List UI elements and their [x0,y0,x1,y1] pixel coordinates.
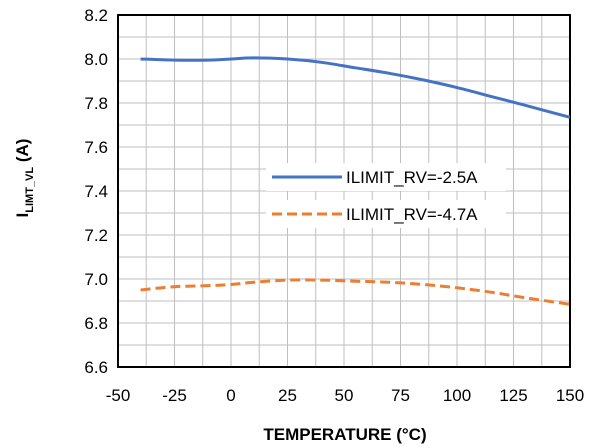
plot-frame [117,14,571,368]
y-tick-label: 6.8 [84,314,108,333]
x-tick-label: 75 [391,386,410,405]
x-axis-ticks: -50 -25 0 25 50 75 100 125 150 [106,386,584,405]
x-axis-title: TEMPERATURE (°C) [263,425,426,444]
y-axis-title-subscript: LIMT_VL [24,167,36,213]
y-axis-ticks: 6.6 6.8 7.0 7.2 7.4 7.6 7.8 8.0 8.2 [84,6,108,377]
y-axis-title-unit: (A) [13,139,32,167]
y-tick-label: 7.4 [84,182,108,201]
series-layer [140,56,571,306]
y-tick-label: 8.0 [84,50,108,69]
x-tick-label: 0 [226,386,235,405]
y-axis-title: ILIMT_VL (A) [13,139,36,218]
x-tick-label: -25 [162,386,187,405]
y-tick-label: 6.6 [84,358,108,377]
y-tick-label: 7.2 [84,226,108,245]
series-line-1 [140,56,571,119]
x-tick-label: 125 [499,386,527,405]
x-tick-label: 150 [556,386,584,405]
legend: ILIMIT_RV=-2.5A ILIMIT_RV=-4.7A [266,163,506,228]
series-line-2 [140,278,571,306]
legend-label-2: ILIMIT_RV=-4.7A [346,205,478,224]
y-axis-title-main: I [13,213,32,218]
x-tick-label: -50 [106,386,131,405]
x-tick-label: 100 [443,386,471,405]
x-tick-label: 25 [278,386,297,405]
y-tick-label: 7.6 [84,138,108,157]
x-tick-label: 50 [335,386,354,405]
legend-label-1: ILIMIT_RV=-2.5A [346,168,478,187]
y-tick-label: 7.0 [84,270,108,289]
y-tick-label: 7.8 [84,94,108,113]
y-tick-label: 8.2 [84,6,108,25]
